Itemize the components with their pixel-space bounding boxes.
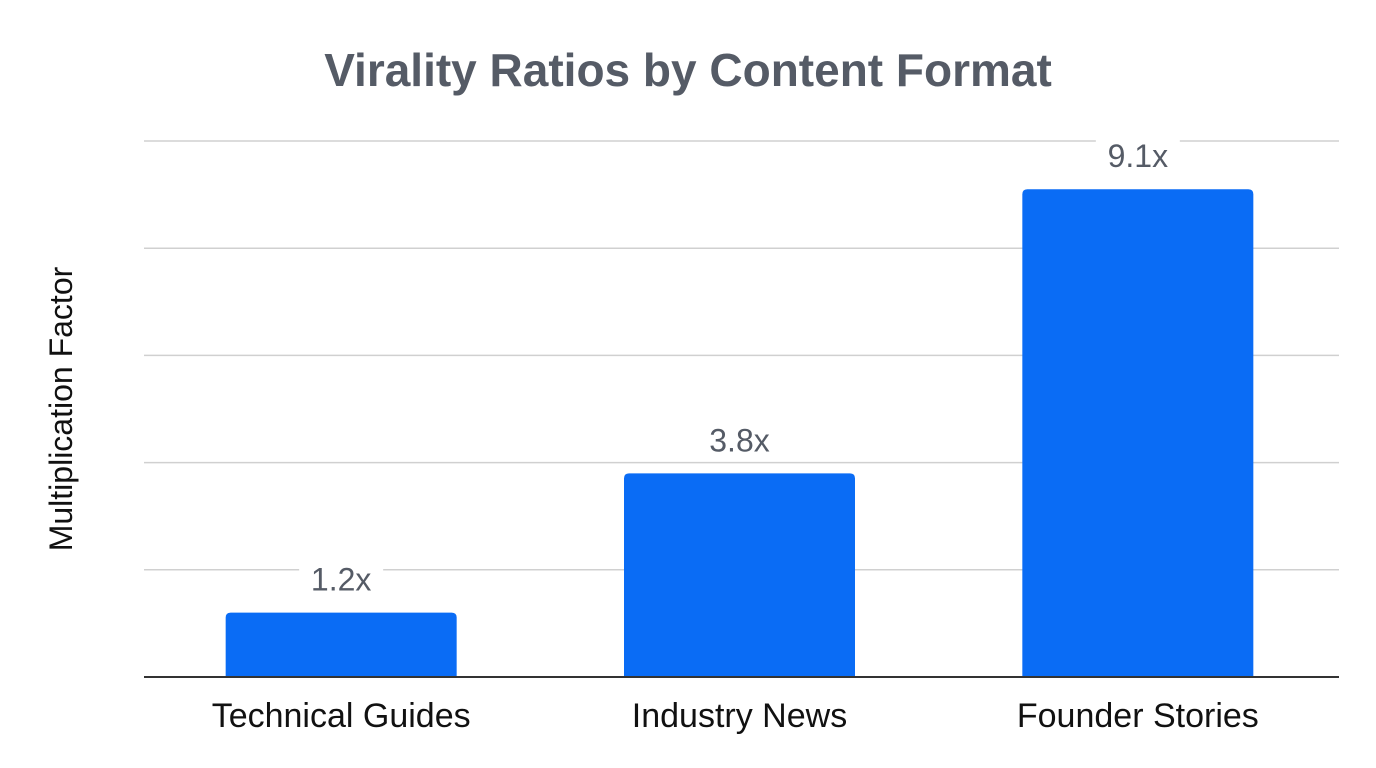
x-tick-labels: Technical Guides Industry News Founder Sto… (212, 697, 1259, 735)
bar-founder-stories (1022, 189, 1254, 678)
chart-title: Virality Ratios by Content Format (324, 44, 1052, 96)
x-tick-label: Industry News (632, 697, 847, 735)
bars: 1.2x 3.8x 9.1x (225, 138, 1254, 678)
data-label: 3.8x (709, 422, 769, 458)
bar-industry-news (624, 473, 855, 677)
data-label-background (697, 423, 782, 462)
data-label-background (299, 562, 384, 601)
bar-technical-guides (225, 612, 457, 677)
x-tick-label: Founder Stories (1017, 697, 1259, 735)
data-label: 1.2x (311, 562, 371, 598)
data-label: 9.1x (1108, 138, 1168, 174)
data-label-background (1095, 139, 1180, 178)
y-axis-label: Multiplication Factor (43, 266, 79, 551)
x-tick-label: Technical Guides (212, 697, 471, 735)
